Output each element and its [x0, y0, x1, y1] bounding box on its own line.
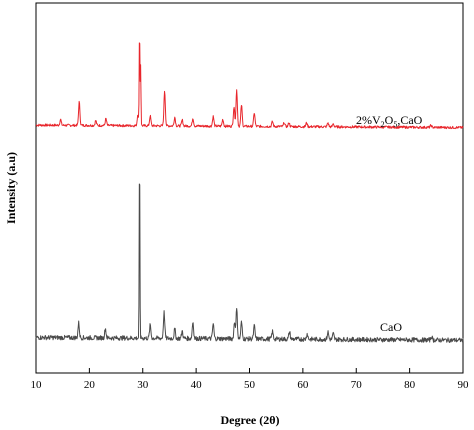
series-line-cao: [35, 183, 464, 343]
x-tick-label: 30: [137, 379, 149, 391]
series-label-v2o5-cao: 2%V2O5,CaO: [356, 113, 423, 129]
x-tick-label: 70: [351, 379, 363, 391]
x-tick-label: 10: [31, 379, 43, 391]
plot-frame: [35, 2, 464, 374]
x-tick-label: 60: [297, 379, 309, 391]
y-axis-title: Intensity (a.u): [4, 152, 18, 224]
x-tick-label: 80: [404, 379, 416, 391]
series-line-v2o5-cao: [35, 42, 464, 130]
x-axis-title: Degree (2θ): [220, 413, 279, 427]
x-tick-label: 20: [84, 379, 96, 391]
x-tick-label: 90: [458, 379, 470, 391]
x-tick-label: 40: [191, 379, 203, 391]
x-tick-label: 50: [244, 379, 256, 391]
series-label-cao: CaO: [380, 320, 402, 334]
